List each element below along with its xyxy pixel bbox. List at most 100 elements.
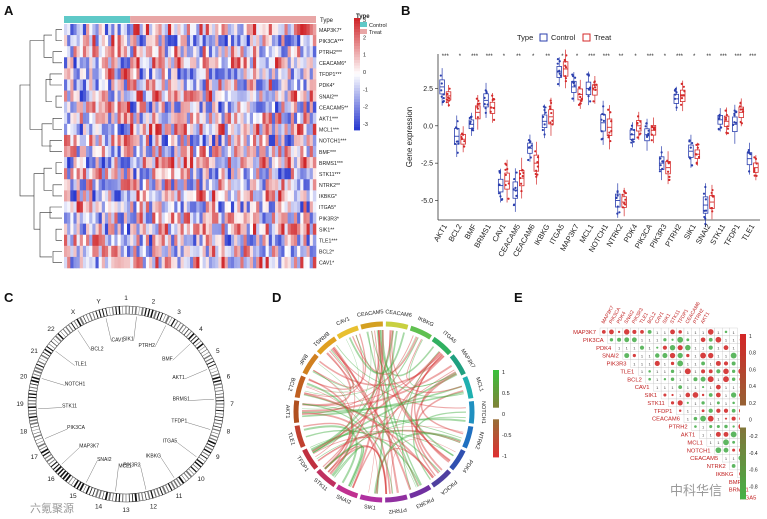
heatmap-cell — [249, 201, 254, 213]
heatmap-cell — [95, 245, 99, 258]
heatmap-cell — [64, 134, 68, 147]
heatmap-cell — [133, 79, 137, 91]
heatmap-cell — [212, 146, 216, 158]
heatmap-cell — [224, 101, 229, 114]
heatmap-cell — [149, 179, 153, 191]
heatmap-cell — [164, 168, 169, 180]
chromosome-band — [32, 373, 41, 377]
heatmap-cell — [104, 90, 109, 102]
heatmap-cell — [278, 245, 282, 258]
control-point — [673, 97, 677, 100]
heatmap-cell — [86, 68, 90, 80]
heatmap-cell — [306, 90, 310, 102]
heatmap-cell — [92, 179, 96, 191]
treat-point — [476, 107, 479, 110]
heatmap-cell — [117, 212, 121, 224]
heatmap-cell — [249, 223, 254, 236]
gene-connector — [44, 428, 68, 439]
corr-colorbar-segment — [740, 350, 746, 357]
heatmap-cell — [253, 57, 257, 69]
heatmap-cell — [67, 79, 71, 91]
chord-link — [351, 329, 384, 489]
heatmap-cell — [79, 223, 84, 236]
control-point — [542, 105, 546, 108]
heatmap-cell — [243, 245, 247, 258]
chromosome-band — [181, 326, 187, 334]
chord-colorbar-segment — [493, 401, 499, 406]
heatmap-cell — [92, 123, 96, 136]
boxplot-legend-treat: Treat — [594, 33, 612, 42]
heatmap-cell — [98, 79, 103, 91]
heatmap-cell — [218, 123, 222, 136]
heatmap-cell — [246, 245, 251, 258]
heatmap-cell — [271, 157, 276, 169]
control-point — [483, 96, 486, 100]
corr-colorbar-tick: 0.4 — [749, 384, 756, 390]
heatmap-cell — [300, 179, 304, 191]
heatmap-cell — [76, 234, 81, 247]
heatmap-cell — [196, 146, 200, 158]
heatmap-cell — [196, 179, 200, 191]
heatmap-cell — [73, 112, 77, 125]
control-point — [556, 70, 559, 73]
corr-glyph — [670, 377, 675, 381]
heatmap-cell — [111, 179, 115, 191]
heatmap-cell — [268, 201, 273, 213]
heatmap-cell — [174, 46, 178, 58]
legend-swatch-control — [360, 22, 367, 27]
heatmap-cell — [190, 201, 194, 213]
control-point — [647, 129, 650, 132]
chord-link — [326, 353, 420, 487]
heatmap-cell — [202, 24, 207, 36]
colorbar-tick: 0 — [363, 70, 366, 76]
heatmap-cell — [123, 24, 128, 36]
heatmap-cell — [111, 256, 115, 269]
heatmap-cell — [215, 79, 219, 91]
heatmap-cell — [152, 234, 156, 247]
dendrogram-branch — [41, 123, 52, 147]
heatmap-cell — [82, 35, 87, 47]
boxplot-legend-title: Type — [517, 33, 533, 42]
heatmap-cell — [82, 146, 87, 158]
corr-colorbar-tick: 0.6 — [749, 367, 756, 373]
control-point — [618, 211, 621, 214]
heatmap-cell — [240, 68, 244, 80]
heatmap-cell — [218, 223, 222, 236]
heatmap-cell — [234, 24, 238, 36]
heatmap-cell — [262, 234, 266, 247]
heatmap-cell — [224, 212, 229, 224]
corr-glyph — [708, 345, 713, 350]
chromosome-band — [85, 314, 90, 322]
heatmap-cell — [309, 157, 314, 169]
heatmap-cell — [92, 134, 96, 147]
treat-point — [564, 80, 567, 83]
heatmap-cell — [259, 90, 263, 102]
corr-colorbar-segment — [740, 449, 746, 456]
heatmap-cell — [79, 24, 84, 36]
chromosome-band — [196, 458, 204, 465]
control-point — [688, 139, 691, 142]
heatmap-cell — [193, 168, 197, 180]
heatmap-cell — [70, 223, 74, 236]
heatmap-cell — [284, 112, 288, 125]
heatmap-cell — [218, 157, 222, 169]
heatmap-cell — [104, 123, 109, 136]
chromosome-label: 5 — [216, 348, 220, 355]
gene-connector — [86, 460, 98, 483]
boxplot-legend-control: Control — [551, 33, 576, 42]
heatmap-cell — [76, 179, 81, 191]
control-point — [513, 177, 516, 181]
heatmap-cell — [108, 134, 112, 147]
heatmap-cell — [312, 101, 317, 114]
heatmap-cell — [155, 35, 159, 47]
heatmap-cell — [73, 190, 77, 202]
heatmap-cell — [70, 123, 74, 136]
heatmap-cell — [297, 101, 301, 114]
chromosome-band — [215, 409, 224, 412]
significance-label: * — [576, 54, 579, 60]
heatmap-cell — [130, 46, 134, 58]
heatmap-cell — [212, 90, 216, 102]
heatmap-cell — [278, 35, 282, 47]
heatmap-cell — [79, 90, 84, 102]
heatmap-cell — [256, 24, 260, 36]
